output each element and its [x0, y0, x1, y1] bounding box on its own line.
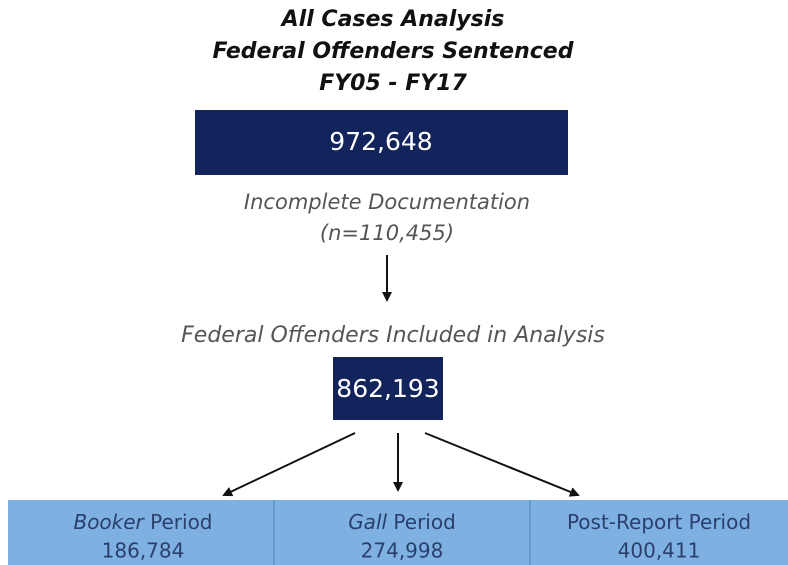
label-part: Period: [387, 510, 456, 534]
included-value: 862,193: [336, 374, 439, 403]
total-box: [195, 110, 568, 175]
label-part: Post-Report Period: [567, 510, 751, 534]
total-value: 972,648: [329, 127, 432, 156]
period-value: 274,998: [361, 539, 444, 563]
included-label: Federal Offenders Included in Analysis: [181, 323, 605, 348]
exclusion-label: Incomplete Documentation: [244, 190, 530, 214]
period-label: Post-Report Period: [567, 510, 751, 534]
arrow: [424, 432, 580, 497]
title-line: All Cases Analysis: [280, 7, 505, 32]
exclusion-count: (n=110,455): [320, 221, 454, 245]
period-value: 186,784: [102, 539, 185, 563]
included-box: [333, 357, 443, 420]
arrow: [222, 432, 356, 497]
label-part: Gall: [348, 510, 387, 534]
period-label: Gall Period: [348, 510, 456, 534]
period-band: [8, 500, 788, 565]
period-label: Booker Period: [73, 510, 212, 534]
label-part: Booker: [73, 510, 145, 534]
label-part: Period: [144, 510, 213, 534]
period-value: 400,411: [618, 539, 701, 563]
periods: Booker Period 186,784 Gall Period 274,998 Po…: [73, 510, 751, 563]
title-line: Federal Offenders Sentenced: [213, 39, 574, 64]
title-line: FY05 - FY17: [319, 71, 467, 96]
